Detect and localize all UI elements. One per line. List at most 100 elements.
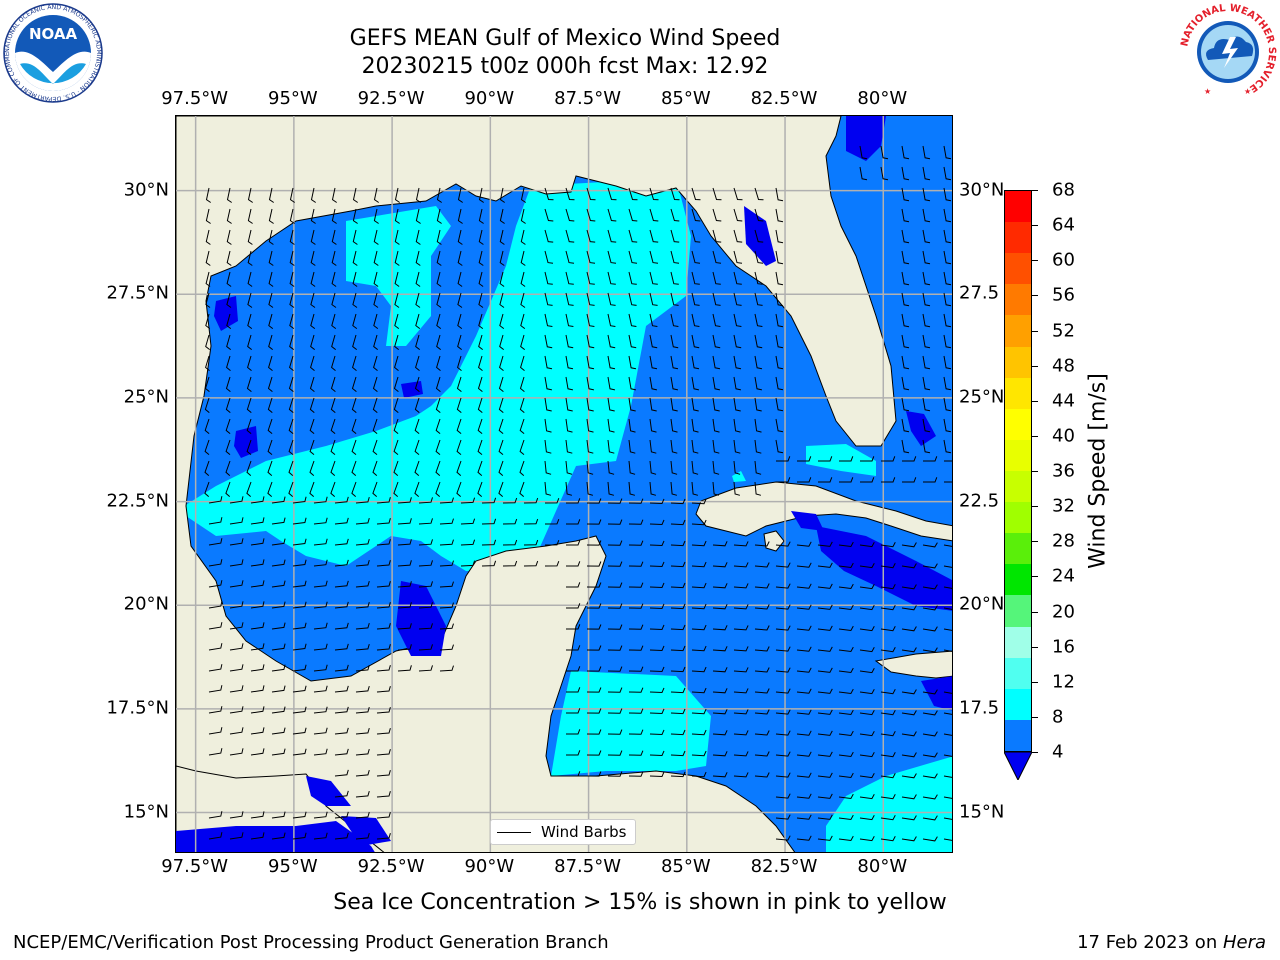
wind-barb (881, 477, 896, 483)
colorbar-segment (1005, 719, 1031, 751)
wind-barb (880, 710, 896, 716)
wind-barb (628, 666, 644, 672)
wind-barb (859, 751, 875, 758)
wind-barb (246, 418, 252, 434)
wind-barb (691, 687, 707, 694)
wind-barb (923, 477, 938, 483)
wind-barb (313, 664, 328, 672)
wind-barb (289, 313, 295, 329)
wind-barb (376, 623, 391, 630)
wind-barb (901, 187, 910, 202)
wind-barb (313, 727, 328, 735)
wind-barb (754, 292, 763, 306)
wind-below-4-regions (176, 116, 952, 852)
wind-barb (670, 481, 678, 496)
wind-barb (204, 439, 210, 455)
wind-barb (901, 794, 917, 800)
wind-barb (393, 397, 399, 413)
colorbar-tick-mark (1032, 541, 1038, 543)
wind-barb (649, 687, 665, 694)
wind-barb (502, 497, 518, 504)
colorbar-tick-mark (1032, 400, 1038, 402)
wind-barb (670, 376, 679, 391)
wind-barb (565, 418, 573, 433)
wind-barb (499, 187, 505, 203)
wind-barb (229, 664, 244, 672)
wind-barb (586, 687, 602, 693)
wind-barb (250, 496, 265, 504)
wind-barb (754, 562, 770, 568)
wind-barb (229, 685, 244, 693)
top-tick-label: 82.5°W (750, 88, 818, 109)
wind-barb (373, 229, 379, 245)
colorbar-under-extension (1004, 752, 1032, 780)
wind-barb (478, 292, 484, 308)
wind-barb (901, 689, 917, 695)
wind-barb (376, 833, 391, 840)
wind-barb (607, 229, 617, 243)
wind-barb (607, 439, 615, 454)
wind-barb (247, 250, 253, 266)
wind-barb (649, 292, 658, 306)
wind-barb (922, 563, 938, 569)
wind-barb (289, 229, 295, 245)
wind-barb (498, 439, 504, 455)
wind-barb (267, 376, 273, 392)
wind-barb (268, 229, 274, 245)
wind-barb (565, 208, 575, 222)
wind-barb (520, 271, 526, 287)
map-legend: Wind Barbs (490, 819, 636, 845)
wind-barb (309, 481, 315, 497)
wind-barb (477, 397, 483, 413)
wind-barb (775, 376, 784, 391)
wind-barb (520, 313, 526, 329)
wind-barb (922, 250, 931, 265)
wind-barb (460, 560, 476, 567)
wind-barb (670, 750, 686, 757)
wind-barb (205, 187, 211, 203)
colorbar-tick-label: 24 (1052, 565, 1075, 587)
wind-barb (334, 538, 349, 546)
wind-barb (796, 751, 812, 757)
wind-barb (247, 229, 253, 245)
wind-barb (796, 583, 812, 589)
wind-barb (246, 460, 252, 476)
wind-barb (246, 376, 252, 392)
wind-barb (754, 439, 762, 454)
wind-barb (477, 481, 483, 497)
wind-barb (670, 208, 680, 222)
wind-barb (712, 208, 722, 222)
wind-barb (607, 750, 623, 756)
wind-barb (922, 731, 938, 737)
wind-barb (901, 439, 910, 454)
wind-barb (250, 706, 265, 714)
wind-barb (670, 708, 686, 715)
wind-barb (397, 560, 412, 567)
wind-barb (544, 187, 554, 201)
wind-barb (754, 460, 762, 475)
wind-barb (649, 271, 658, 285)
top-tick-label: 85°W (660, 88, 711, 109)
wind-barb (418, 539, 433, 546)
wind-barb (289, 355, 294, 371)
colorbar-tick-label: 48 (1052, 355, 1075, 377)
wind-barb (691, 624, 707, 631)
wind-barb (225, 439, 231, 455)
wind-barb (519, 418, 525, 434)
wind-barb (691, 771, 707, 778)
wind-barb (334, 748, 349, 756)
wind-speed-map (175, 115, 953, 853)
wind-barb (334, 580, 349, 588)
wind-barb (435, 418, 441, 434)
wind-barb (352, 208, 358, 224)
wind-barb (649, 603, 665, 610)
colorbar-label: Wind Speed [m/s] (1085, 373, 1111, 569)
wind-barb (331, 229, 337, 245)
wind-barb (880, 605, 896, 611)
wind-barb (902, 477, 917, 483)
wind-barb (435, 439, 441, 455)
wind-barb (351, 439, 357, 455)
wind-barb (607, 187, 617, 201)
wind-barb (586, 750, 602, 756)
wind-barb (943, 649, 952, 652)
